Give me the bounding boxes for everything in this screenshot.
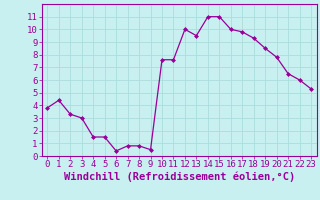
X-axis label: Windchill (Refroidissement éolien,°C): Windchill (Refroidissement éolien,°C) — [64, 172, 295, 182]
